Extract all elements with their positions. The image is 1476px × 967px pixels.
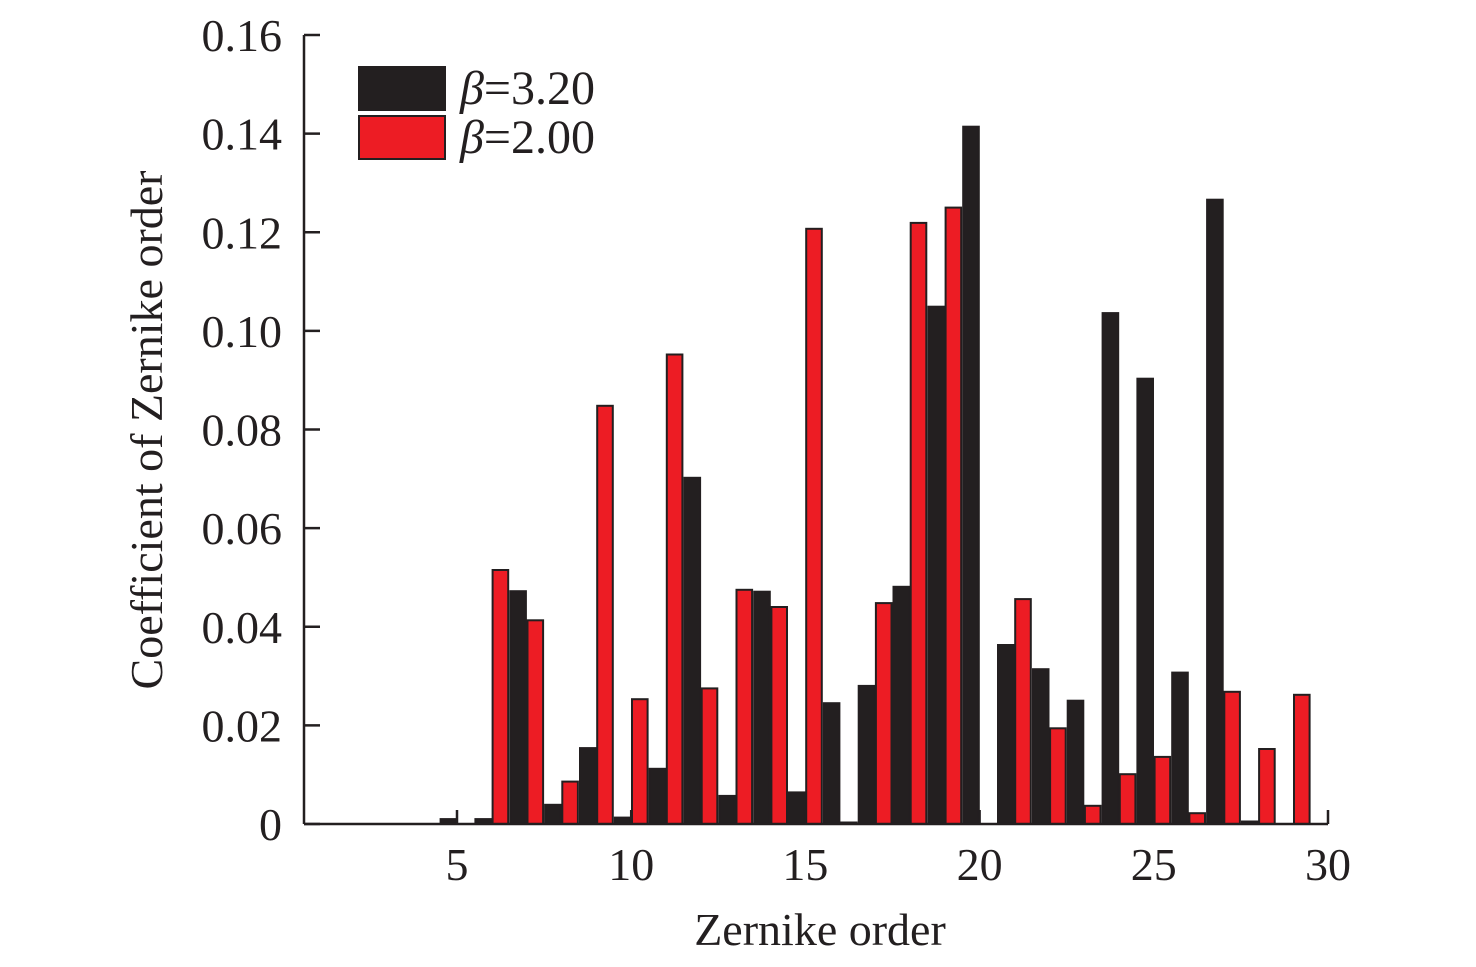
y-tick-label: 0.10 bbox=[202, 306, 283, 357]
bar-series-1-order-13 bbox=[718, 794, 736, 826]
bar-series-2-order-28 bbox=[1258, 748, 1276, 825]
bar-series-2-order-24 bbox=[1118, 773, 1137, 826]
bar-series-2-order-19 bbox=[944, 206, 963, 826]
bar-series-1-order-27 bbox=[1206, 198, 1224, 825]
bar-series-2-order-21 bbox=[1014, 598, 1032, 825]
y-tick-label: 0.06 bbox=[202, 503, 283, 554]
x-axis-label: Zernike order bbox=[694, 904, 946, 955]
bar-series-2-order-27 bbox=[1223, 690, 1241, 825]
bar-series-2-order-12 bbox=[700, 687, 719, 826]
x-tick-label: 5 bbox=[446, 839, 469, 890]
y-ticks: 0 0.02 0.04 0.06 0.08 0.10 0.12 0.14 0.16 bbox=[202, 10, 320, 850]
bars-layer bbox=[439, 125, 1311, 826]
bar-series-1-order-24 bbox=[1101, 312, 1120, 825]
bar-series-2-order-18 bbox=[909, 221, 928, 825]
bar-series-2-order-17 bbox=[874, 602, 893, 825]
bar-series-1-order-26 bbox=[1171, 671, 1189, 825]
bar-series-2-order-29 bbox=[1293, 693, 1311, 825]
y-tick-label: 0 bbox=[259, 799, 282, 850]
bar-series-2-order-15 bbox=[805, 227, 823, 826]
bar-series-1-order-22 bbox=[1031, 668, 1050, 826]
bar-series-1-order-25 bbox=[1136, 377, 1155, 825]
y-tick-label: 0.12 bbox=[202, 207, 283, 258]
legend-symbol-series-1: β bbox=[459, 62, 484, 115]
bar-series-1-order-12 bbox=[683, 476, 702, 825]
x-tick-label: 10 bbox=[608, 839, 654, 890]
y-tick-label: 0.02 bbox=[202, 700, 283, 751]
y-tick-label: 0.16 bbox=[202, 10, 283, 61]
bar-series-2-order-22 bbox=[1049, 727, 1067, 825]
x-tick-label: 15 bbox=[782, 839, 828, 890]
bar-series-1-order-9 bbox=[579, 747, 597, 825]
y-axis-label: Coefficient of Zernike order bbox=[121, 171, 172, 690]
legend-value-series-2: =2.00 bbox=[484, 111, 595, 164]
y-tick-label: 0.14 bbox=[202, 109, 283, 160]
bar-series-1-order-23 bbox=[1066, 699, 1085, 826]
bar-series-2-order-6 bbox=[491, 569, 510, 825]
bar-series-2-order-8 bbox=[561, 780, 579, 825]
bar-series-1-order-15 bbox=[788, 791, 806, 826]
legend: β=3.20 β=2.00 bbox=[358, 62, 595, 164]
bar-series-1-order-7 bbox=[509, 590, 527, 826]
y-tick-label: 0.04 bbox=[202, 602, 283, 653]
y-tick-label: 0.08 bbox=[202, 405, 283, 456]
bar-series-1-order-19 bbox=[927, 305, 946, 825]
x-tick-label: 25 bbox=[1131, 839, 1177, 890]
bar-series-2-order-23 bbox=[1083, 804, 1102, 825]
bar-series-2-order-7 bbox=[526, 619, 545, 825]
bar-series-1-order-17 bbox=[857, 684, 876, 826]
legend-label-series-2: β=2.00 bbox=[459, 111, 595, 164]
bar-series-2-order-9 bbox=[596, 404, 614, 825]
bar-series-1-order-11 bbox=[648, 767, 667, 825]
bar-series-1-order-18 bbox=[892, 585, 911, 825]
bar-series-2-order-14 bbox=[770, 606, 789, 825]
bar-series-2-order-25 bbox=[1153, 755, 1172, 826]
x-ticks: 5 10 15 20 25 30 bbox=[446, 810, 1351, 890]
legend-swatch-series-2 bbox=[358, 115, 446, 160]
legend-value-series-1: =3.20 bbox=[484, 62, 595, 115]
bar-series-2-order-10 bbox=[631, 698, 649, 826]
bar-series-1-order-14 bbox=[753, 590, 771, 826]
bar-series-1-order-16 bbox=[822, 702, 841, 826]
bar-series-1-order-21 bbox=[997, 644, 1015, 825]
bar-series-2-order-11 bbox=[665, 353, 684, 825]
legend-symbol-series-2: β bbox=[459, 111, 484, 164]
bar-series-2-order-13 bbox=[735, 588, 754, 825]
bar-series-1-order-8 bbox=[544, 803, 562, 825]
legend-label-series-1: β=3.20 bbox=[459, 62, 595, 115]
bar-series-2-order-26 bbox=[1188, 812, 1207, 826]
bar-series-1-order-20 bbox=[962, 125, 980, 825]
legend-swatch-series-1 bbox=[358, 66, 446, 111]
x-tick-label: 30 bbox=[1305, 839, 1351, 890]
x-tick-label: 20 bbox=[957, 839, 1003, 890]
